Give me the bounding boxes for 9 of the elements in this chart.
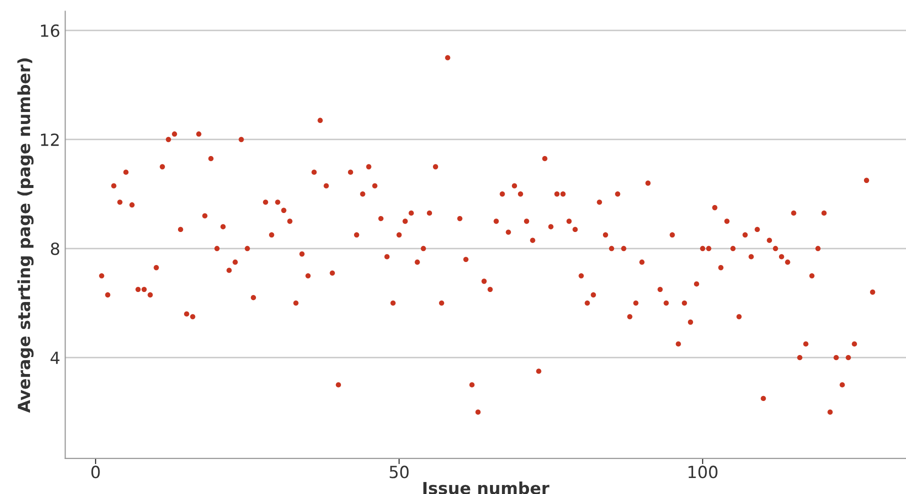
x-axis-title: Issue number	[423, 482, 550, 494]
y-tick-label: 8	[50, 242, 60, 256]
x-tick-label: 100	[688, 466, 718, 478]
x-tick-label: 0	[91, 466, 100, 478]
y-axis-title: Average starting page (page number)	[17, 58, 34, 413]
y-tick-label: 4	[50, 352, 60, 364]
y-tick-label: 12	[40, 133, 59, 146]
x-tick-label: 50	[390, 466, 409, 478]
y-tick-label: 16	[40, 24, 60, 38]
